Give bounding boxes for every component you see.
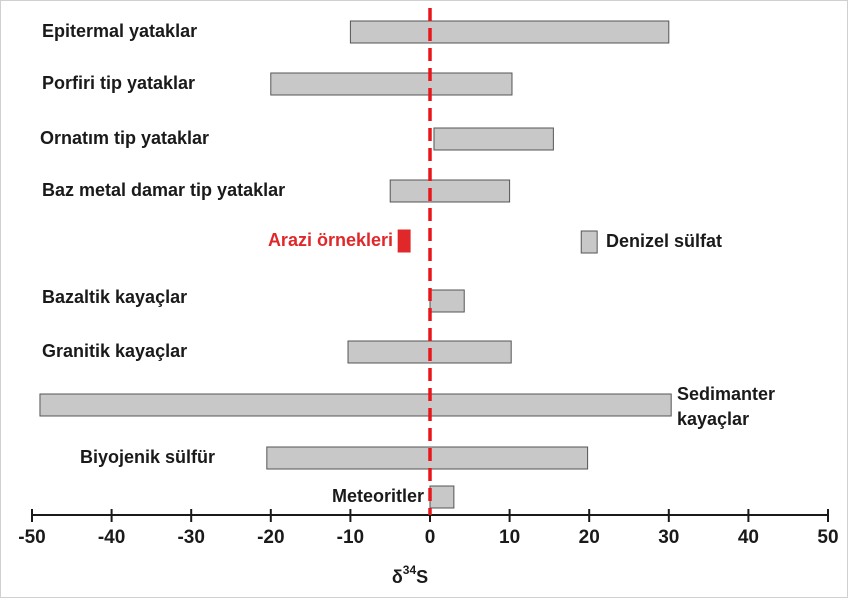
x-tick-label: 30 (658, 527, 679, 548)
range-bar (349, 20, 670, 44)
x-tick-label: 50 (817, 527, 838, 548)
x-tick-label: 0 (425, 527, 436, 548)
x-tick-label: -10 (337, 527, 364, 548)
category-label: Granitik kayaçlar (42, 341, 187, 361)
x-label-after: S (416, 567, 428, 587)
range-bar (429, 485, 455, 509)
range-bar (429, 289, 465, 313)
x-tick-label: 20 (579, 527, 600, 548)
range-bar (266, 446, 589, 470)
range-bar (39, 393, 672, 417)
range-bar (389, 179, 511, 203)
category-label: Meteoritler (332, 486, 424, 506)
x-axis-label: δ34S (392, 563, 428, 587)
x-label-sup: 34 (403, 563, 417, 577)
range-bar (580, 230, 598, 254)
range-bar (433, 127, 554, 151)
x-tick-label: -30 (177, 527, 204, 548)
category-label: Epitermal yataklar (42, 21, 197, 41)
range-bar (397, 229, 411, 253)
category-label: Bazaltik kayaçlar (42, 287, 187, 307)
category-label: Denizel sülfat (606, 231, 722, 251)
x-label-base: δ (392, 567, 403, 587)
x-tick-label: 40 (738, 527, 759, 548)
x-tick-label: 10 (499, 527, 520, 548)
category-label: Biyojenik sülfür (80, 447, 215, 467)
category-label: Sedimanter (677, 384, 775, 404)
x-tick-label: -40 (98, 527, 125, 548)
x-tick-label: -50 (18, 527, 45, 548)
category-label: Porfiri tip yataklar (42, 73, 195, 93)
x-tick-label: -20 (257, 527, 284, 548)
category-label: kayaçlar (677, 409, 749, 429)
category-label: Arazi örnekleri (268, 230, 393, 250)
category-label: Baz metal damar tip yataklar (42, 180, 285, 200)
category-label: Ornatım tip yataklar (40, 128, 209, 148)
range-bar (270, 72, 513, 96)
